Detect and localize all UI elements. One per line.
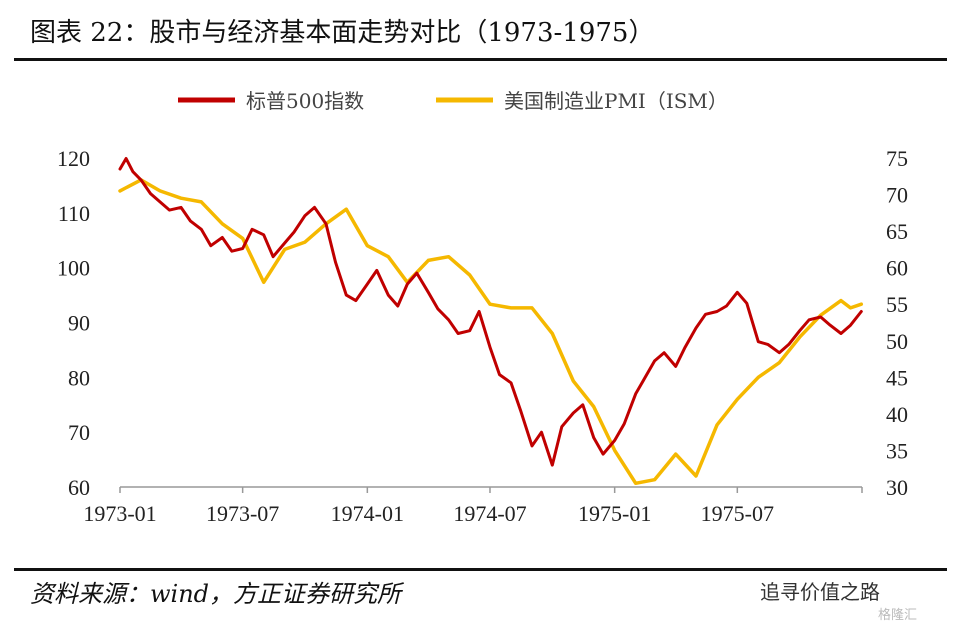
watermark-text: 追寻价值之路 [760,580,880,604]
y-right-tick-label: 50 [886,329,908,354]
chart-series [118,157,864,486]
y-left-tick-label: 60 [68,475,90,500]
y-left-tick-label: 100 [57,256,90,281]
y-left-tick-label: 80 [68,365,90,390]
y-right-tick-label: 65 [886,219,908,244]
x-tick-label: 1975-07 [701,501,774,526]
y-left-tick-label: 70 [68,420,90,445]
y-left-tick-label: 120 [57,146,90,171]
y-left-tick-label: 110 [58,201,90,226]
legend-label-sp500: 标普500指数 [246,89,364,113]
title-divider [14,58,947,61]
y-right-tick-label: 70 [886,183,908,208]
chart-legend: 标普500指数 美国制造业PMI（ISM） [178,89,728,113]
y-right-tick-label: 45 [886,365,908,390]
x-tick-label: 1973-01 [83,501,156,526]
x-tick-label: 1973-07 [206,501,279,526]
y-right-tick-label: 30 [886,475,908,500]
y-right-tick-label: 40 [886,402,908,427]
x-tick-label: 1975-01 [578,501,651,526]
chart-axes: 1973-01 1973-07 1974-01 1974-07 1975-01 1975-… [57,146,908,526]
x-tick-label: 1974-07 [453,501,526,526]
footer-divider [14,568,947,571]
y-right-tick-label: 75 [886,146,908,171]
x-tick-label: 1974-01 [331,501,404,526]
y-left-tick-label: 90 [68,311,90,336]
watermark-logo: 格隆汇 [878,608,918,623]
sp500-series-line [118,157,863,467]
y-right-tick-label: 60 [886,256,908,281]
chart-title: 图表 22：股市与经济基本面走势对比（1973-1975） [30,18,655,48]
legend-label-pmi: 美国制造业PMI（ISM） [504,89,728,113]
y-right-tick-label: 55 [886,292,908,317]
pmi-series-line [118,178,864,486]
source-note: 资料来源：wind，方正证券研究所 [30,580,402,608]
y-right-tick-label: 35 [886,438,908,463]
